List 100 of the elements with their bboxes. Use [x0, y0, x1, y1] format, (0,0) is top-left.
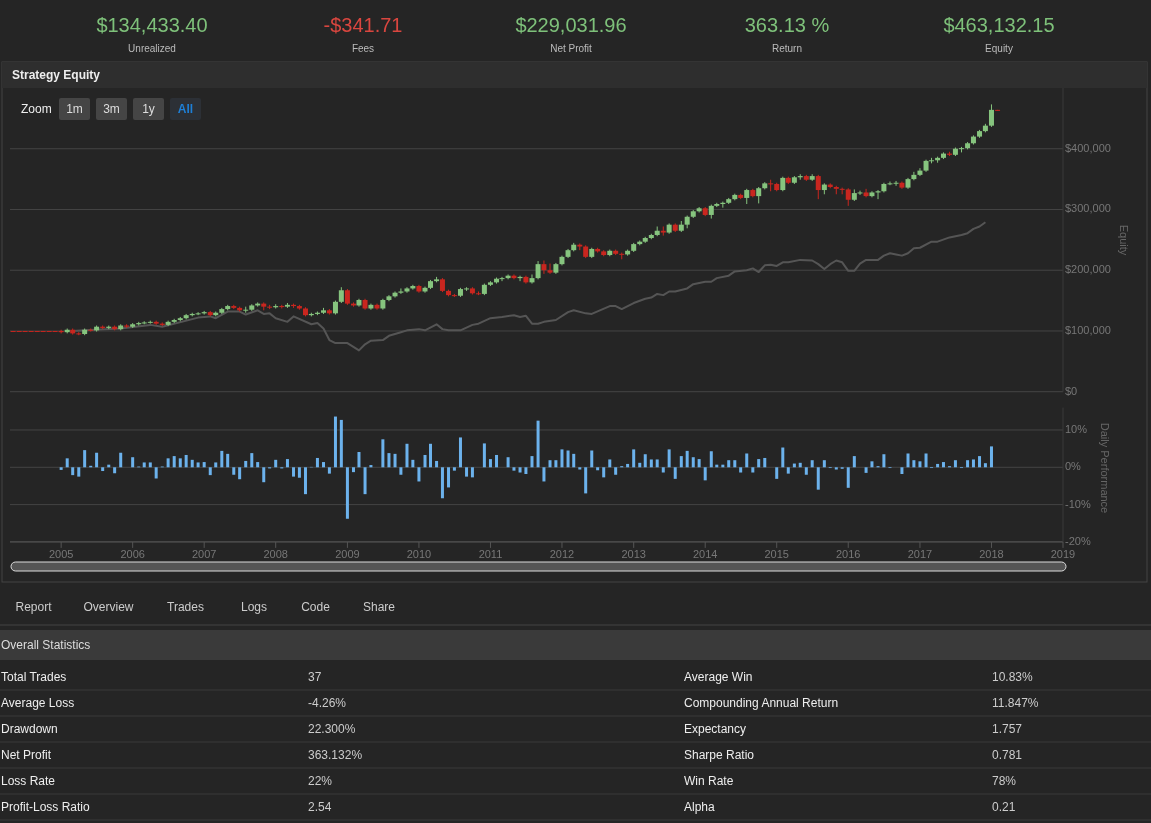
- category-label: Share: [362, 600, 396, 614]
- text: 363.13 %: [744, 14, 830, 36]
- bar: [626, 463, 630, 468]
- bar: [810, 460, 814, 468]
- bar: [733, 460, 737, 468]
- bar: [786, 467, 790, 474]
- bar: [357, 451, 361, 468]
- bar: [113, 467, 117, 474]
- x-tick-label: 2006: [120, 547, 145, 560]
- bar: [71, 467, 75, 476]
- bar: [578, 467, 582, 470]
- category-label: Profit-Loss Ratio: [1, 800, 91, 814]
- candlestick: [696, 206, 702, 214]
- bar: [983, 463, 987, 468]
- text: 22.300%: [308, 722, 356, 736]
- bar: [458, 437, 462, 468]
- bar: [345, 467, 349, 519]
- y-tick-label: -10%: [1065, 497, 1091, 510]
- category-label: Trades: [167, 600, 204, 614]
- candlestick: [404, 286, 410, 294]
- bar: [816, 467, 820, 490]
- chart-title: Strategy Equity: [12, 68, 101, 82]
- x-tick-label: 2016: [836, 547, 861, 560]
- bar: [989, 446, 993, 468]
- bar: [584, 467, 588, 494]
- bar: [423, 454, 427, 468]
- y-tick-label: $200,000: [1065, 263, 1111, 276]
- category-label: Unrealized: [128, 43, 176, 54]
- category-label: Average Loss: [1, 696, 75, 710]
- bar: [661, 467, 665, 473]
- bar: [614, 467, 618, 475]
- category-label: Fees: [351, 43, 375, 54]
- text: Overall Statistics: [1, 638, 91, 652]
- x-tick-label: 2019: [1050, 547, 1076, 560]
- bar: [632, 449, 636, 468]
- bar: [739, 467, 743, 473]
- text: 22%: [308, 774, 333, 788]
- bar: [327, 467, 331, 474]
- bar: [691, 457, 695, 468]
- x-tick-label: 2007: [191, 547, 217, 560]
- bar: [978, 456, 982, 468]
- bar: [524, 467, 528, 474]
- bar: [465, 467, 469, 477]
- bar: [166, 458, 170, 468]
- bar: [864, 467, 868, 473]
- bar: [703, 467, 707, 481]
- category-label: Return: [771, 43, 803, 54]
- text: 1.757: [992, 722, 1023, 736]
- bar: [417, 467, 421, 482]
- candlestick: [857, 190, 863, 196]
- bar: [590, 450, 594, 468]
- category-label: Report: [15, 600, 53, 614]
- text: -$341.71: [323, 14, 403, 36]
- bar: [119, 452, 123, 468]
- bar: [697, 459, 701, 468]
- bar: [65, 458, 69, 468]
- bar: [518, 467, 522, 473]
- x-tick-label: 2018: [979, 547, 1004, 560]
- bar: [262, 467, 266, 483]
- bar: [536, 420, 540, 468]
- candlestick: [547, 263, 553, 275]
- bar: [566, 450, 570, 468]
- bar: [572, 453, 576, 468]
- category-label: Win Rate: [684, 774, 734, 788]
- bar: [142, 462, 146, 468]
- bar: [435, 460, 439, 468]
- x-tick-label: 2011: [478, 547, 503, 560]
- bar: [387, 453, 391, 468]
- bar: [763, 457, 767, 468]
- bar: [554, 460, 558, 468]
- bar: [548, 460, 552, 468]
- bar: [285, 459, 289, 468]
- y-tick-label: -20%: [1065, 534, 1091, 547]
- candlestick: [499, 276, 505, 282]
- bar: [131, 457, 135, 468]
- bar: [751, 467, 755, 473]
- category-label: Sharpe Ratio: [684, 748, 755, 762]
- bar: [77, 467, 81, 477]
- bar: [775, 467, 779, 479]
- candlestick: [893, 180, 899, 187]
- x-tick-label: 2010: [406, 547, 432, 560]
- bar: [178, 458, 182, 468]
- y-axis-title: Daily Performance: [1099, 422, 1111, 514]
- x-tick-label: 2008: [263, 547, 288, 560]
- bar: [924, 453, 928, 468]
- bar: [482, 443, 486, 468]
- text: Zoom: [21, 102, 52, 116]
- bar: [244, 460, 248, 468]
- candlestick: [195, 311, 201, 316]
- bar: [530, 456, 534, 468]
- bar: [303, 467, 307, 495]
- x-tick-label: 2013: [621, 547, 646, 560]
- bar: [429, 443, 432, 468]
- bar: [470, 467, 474, 478]
- bar: [101, 467, 105, 472]
- bar: [685, 450, 689, 468]
- x-tick-label: 2012: [549, 547, 575, 560]
- text: $463,132.15: [943, 14, 1055, 36]
- bar: [256, 462, 260, 468]
- bar: [512, 467, 516, 471]
